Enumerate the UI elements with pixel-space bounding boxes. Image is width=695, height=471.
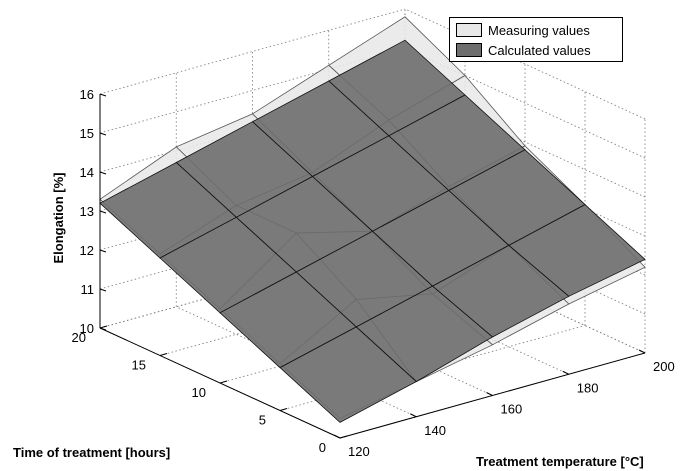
grid-line [219, 297, 526, 384]
z-tick [99, 327, 107, 331]
grid-line [99, 8, 406, 95]
x-tick [562, 370, 569, 375]
legend-item-measuring: Measuring values [456, 22, 590, 38]
legend-label-measuring: Measuring values [488, 22, 590, 38]
y-tick [339, 435, 348, 439]
z-tick-label: 15 [80, 126, 94, 141]
z-tick [99, 210, 107, 214]
legend-swatch-calculated [456, 43, 482, 57]
y-tick-label: 20 [72, 330, 86, 345]
legend: Measuring values Calculated values [449, 17, 623, 62]
x-tick-label: 200 [653, 359, 675, 374]
grid-line [99, 203, 406, 290]
y-tick [219, 380, 228, 384]
grid-line [99, 47, 406, 134]
y-tick-label: 10 [192, 385, 206, 400]
grid-line [404, 8, 646, 120]
grid-line [159, 270, 466, 356]
x-tick-label: 180 [577, 380, 599, 395]
x-tick [638, 349, 646, 354]
y-axis-label: Time of treatment [hours] [13, 445, 170, 460]
legend-item-calculated: Calculated values [456, 42, 591, 58]
grid-line [99, 242, 406, 329]
z-tick [99, 93, 107, 97]
y-tick-label: 15 [132, 358, 146, 373]
x-tick-label: 120 [348, 444, 370, 459]
x-axis-label: Treatment temperature [°C] [476, 454, 644, 469]
z-tick [99, 171, 107, 175]
z-tick-label: 14 [80, 165, 94, 180]
legend-swatch-measuring [456, 23, 482, 37]
grid-line [99, 86, 406, 173]
y-tick-label: 0 [319, 440, 326, 455]
z-tick-label: 16 [80, 87, 94, 102]
y-tick [159, 353, 168, 356]
z-tick [99, 249, 107, 253]
z-tick-label: 12 [80, 243, 94, 258]
z-tick-label: 11 [81, 282, 95, 297]
x-tick [410, 413, 417, 418]
y-tick [279, 408, 288, 411]
z-tick [99, 132, 107, 136]
x-tick-label: 140 [424, 423, 446, 438]
axes [99, 93, 646, 439]
y-tick-label: 5 [259, 413, 266, 428]
x-tick-label: 160 [501, 402, 523, 417]
calculated-surface-patch [279, 326, 417, 423]
x-tick [333, 434, 341, 439]
z-tick-label: 10 [80, 321, 94, 336]
legend-label-calculated: Calculated values [488, 42, 591, 58]
z-axis-label: Elongation [%] [51, 173, 66, 264]
surfaces [99, 16, 646, 423]
x-tick [486, 392, 493, 396]
z-tick [99, 288, 107, 292]
y-tick [99, 325, 108, 329]
z-tick-label: 13 [80, 204, 94, 219]
